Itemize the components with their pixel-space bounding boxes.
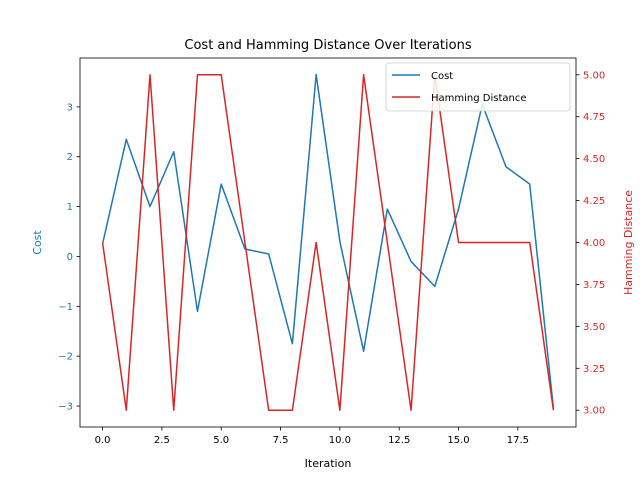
y-left-tick-label: 1 (67, 202, 73, 213)
y-right-tick-label: 4.00 (583, 238, 605, 249)
y-right-tick-label: 3.25 (583, 364, 605, 375)
series-line-hamming-distance (101, 74, 555, 411)
legend-label-cost: Cost (431, 71, 453, 82)
y-left-tick-label: 3 (67, 102, 73, 113)
y-right-tick-label: 4.25 (583, 196, 605, 207)
y-right-tick-label: 3.00 (583, 406, 605, 417)
legend-box (385, 62, 571, 112)
x-tick-label: 0.0 (95, 435, 111, 446)
x-axis-label: Iteration (305, 457, 352, 470)
y-left-tick-label: −2 (58, 352, 73, 363)
y-left-tick-label: 0 (67, 252, 73, 263)
x-tick-label: 10.0 (329, 435, 351, 446)
x-tick-label: 2.5 (154, 435, 170, 446)
y-left-tick-label: −1 (58, 302, 73, 313)
y-right-tick-label: 4.50 (583, 154, 605, 165)
x-axis: 0.0 2.5 5.0 7.5 10.0 12.5 15.0 17.5 (95, 427, 529, 446)
x-tick-label: 7.5 (273, 435, 289, 446)
y-axis-left-label: Cost (31, 230, 44, 255)
series-layer (101, 73, 555, 411)
x-tick-label: 15.0 (447, 435, 469, 446)
chart-title: Cost and Hamming Distance Over Iteration… (184, 38, 471, 53)
y-axis-right-label: Hamming Distance (622, 190, 635, 295)
y-right-tick-label: 5.00 (583, 70, 605, 81)
y-left-tick-label: 2 (67, 152, 73, 163)
y-right-tick-label: 3.75 (583, 280, 605, 291)
y-axis-left: −3 −2 −1 0 1 2 3 (58, 102, 80, 413)
y-right-tick-label: 4.75 (583, 112, 605, 123)
y-axis-right: 3.00 3.25 3.50 3.75 4.00 4.25 4.50 4.75 5.00 (576, 70, 605, 417)
legend-label-hamming: Hamming Distance (431, 93, 527, 104)
y-right-tick-label: 3.50 (583, 322, 605, 333)
x-tick-label: 5.0 (213, 435, 229, 446)
y-left-tick-label: −3 (58, 402, 73, 413)
legend: Cost Hamming Distance (385, 62, 571, 112)
x-tick-label: 17.5 (507, 435, 529, 446)
x-tick-label: 12.5 (388, 435, 410, 446)
series-line-cost (101, 73, 555, 409)
